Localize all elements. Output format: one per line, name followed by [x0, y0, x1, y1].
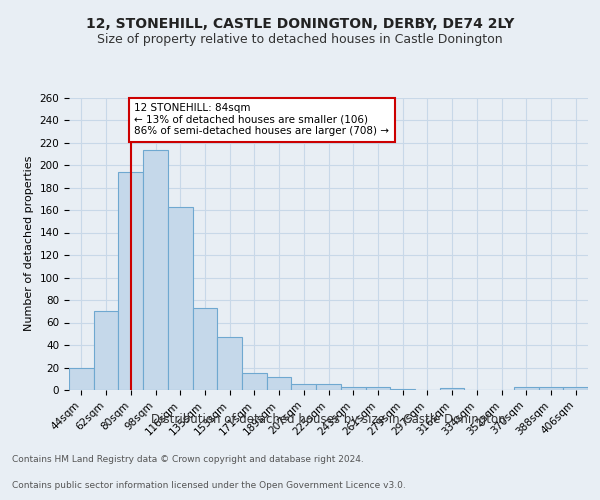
Bar: [440, 388, 464, 390]
Text: Contains public sector information licensed under the Open Government Licence v3: Contains public sector information licen…: [12, 481, 406, 490]
Bar: [539, 386, 563, 390]
Bar: [341, 386, 365, 390]
Text: Contains HM Land Registry data © Crown copyright and database right 2024.: Contains HM Land Registry data © Crown c…: [12, 455, 364, 464]
Bar: [267, 376, 292, 390]
Bar: [217, 337, 242, 390]
Text: 12, STONEHILL, CASTLE DONINGTON, DERBY, DE74 2LY: 12, STONEHILL, CASTLE DONINGTON, DERBY, …: [86, 18, 514, 32]
Text: 12 STONEHILL: 84sqm
← 13% of detached houses are smaller (106)
86% of semi-detac: 12 STONEHILL: 84sqm ← 13% of detached ho…: [134, 103, 389, 136]
Bar: [514, 386, 539, 390]
Bar: [69, 368, 94, 390]
Bar: [193, 308, 217, 390]
Y-axis label: Number of detached properties: Number of detached properties: [24, 156, 34, 332]
Bar: [94, 311, 118, 390]
Bar: [316, 384, 341, 390]
Bar: [118, 172, 143, 390]
Bar: [365, 386, 390, 390]
Bar: [292, 384, 316, 390]
Bar: [563, 386, 588, 390]
Bar: [168, 206, 193, 390]
Bar: [143, 150, 168, 390]
Text: Size of property relative to detached houses in Castle Donington: Size of property relative to detached ho…: [97, 32, 503, 46]
Text: Distribution of detached houses by size in Castle Donington: Distribution of detached houses by size …: [151, 412, 506, 426]
Bar: [390, 389, 415, 390]
Bar: [242, 373, 267, 390]
